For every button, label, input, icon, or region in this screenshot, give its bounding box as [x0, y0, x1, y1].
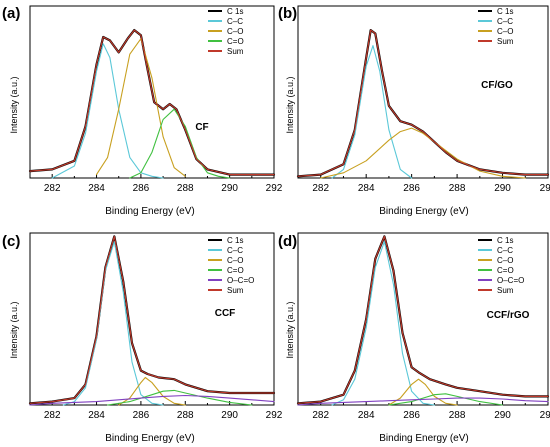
series-c-c-line: [51, 43, 164, 179]
x-tick-label: 284: [358, 183, 375, 194]
panel-d: (d) CCF/rGO Intensity (a.u.) Binding Ene…: [278, 232, 550, 444]
x-tick-label: 282: [44, 183, 61, 194]
legend-entry-label: C=O: [497, 266, 514, 275]
x-tick-label: 288: [177, 410, 194, 421]
legend-entry-label: O–C=O: [497, 276, 524, 285]
legend-entry-label: C–C: [227, 246, 243, 255]
x-tick-label: 290: [221, 183, 238, 194]
legend-entry-label: C–C: [497, 17, 513, 26]
plot-frame: [297, 5, 549, 179]
x-axis-label: Binding Energy (eV): [379, 206, 469, 217]
series-c-o-line: [388, 393, 504, 406]
series-c-c-line: [62, 241, 164, 406]
legend-entry-label: C–O: [497, 27, 513, 36]
sample-label: CF: [195, 122, 208, 133]
series-lines: [28, 29, 276, 179]
x-tick-label: 288: [449, 183, 466, 194]
sample-label: CCF/rGO: [487, 310, 530, 321]
x-tick-label: 292: [540, 410, 550, 421]
x-tick-label: 292: [266, 183, 283, 194]
series-c-o-line: [95, 38, 186, 177]
x-tick-label: 292: [540, 183, 550, 194]
x-tick-label: 286: [133, 183, 150, 194]
series-lines: [28, 235, 276, 406]
legend-entry-label: C–O: [227, 27, 243, 36]
x-tick-label: 290: [494, 410, 511, 421]
panel-label: (d): [278, 233, 297, 250]
x-tick-label: 290: [494, 183, 511, 194]
panel-label: (b): [278, 5, 297, 22]
x-tick-label: 284: [88, 410, 105, 421]
legend-entry-label: C–C: [497, 246, 513, 255]
y-axis-label: Intensity (a.u.): [285, 76, 295, 133]
x-axis-label: Binding Energy (eV): [379, 433, 469, 444]
legend-entry-label: C 1s: [227, 236, 243, 245]
sample-label: CCF: [215, 308, 236, 319]
legend-entry-label: C=O: [227, 266, 244, 275]
series-c-c-line: [331, 241, 435, 406]
legend-entry-label: C–C: [227, 17, 243, 26]
panel-label: (a): [2, 5, 20, 22]
panel-a: (a) CF Intensity (a.u.) Binding Energy (…: [2, 5, 283, 217]
x-tick-label: 288: [177, 183, 194, 194]
axes: 282 284 286 288 290 292: [297, 5, 550, 194]
legend-entry-label: C–O: [497, 256, 513, 265]
legend-entry-label: Sum: [497, 286, 514, 295]
x-tick-label: 284: [358, 410, 375, 421]
series-c-c-line: [331, 45, 413, 179]
legend-entry-label: O–C=O: [227, 276, 254, 285]
panel-c: (c) CCF Intensity (a.u.) Binding Energy …: [2, 232, 283, 444]
series-c-o-line: [388, 378, 458, 406]
series-c-1s-line: [296, 29, 550, 178]
x-tick-label: 292: [266, 410, 283, 421]
plot-frame: [29, 5, 275, 179]
series-c-o-line: [107, 389, 253, 406]
legend-entry-label: C 1s: [497, 7, 513, 16]
legend-entry-label: Sum: [227, 286, 244, 295]
legend-entry-label: C=O: [227, 37, 244, 46]
series-lines: [296, 29, 550, 179]
legend-entry-label: Sum: [227, 47, 244, 56]
series-lines: [296, 235, 550, 406]
series-c-o-line: [118, 376, 186, 406]
series-sum-line: [297, 29, 549, 177]
legend-entry-label: C 1s: [497, 236, 513, 245]
legend-entry-label: C–O: [227, 256, 243, 265]
x-tick-label: 286: [403, 410, 420, 421]
x-tick-label: 288: [449, 410, 466, 421]
series-sum-line: [29, 235, 275, 404]
legend-entry-label: C 1s: [227, 7, 243, 16]
y-axis-label: Intensity (a.u.): [9, 301, 19, 358]
panel-b: (b) CF/GO Intensity (a.u.) Binding Energ…: [278, 5, 550, 217]
x-tick-label: 286: [133, 410, 150, 421]
x-axis-label: Binding Energy (eV): [105, 206, 195, 217]
plot-frame: [29, 232, 275, 406]
series-o-c-o-line: [29, 394, 275, 406]
y-axis-label: Intensity (a.u.): [9, 76, 19, 133]
x-tick-label: 284: [88, 183, 105, 194]
axes: 282 284 286 288 290 292: [29, 232, 283, 421]
x-tick-label: 282: [312, 410, 329, 421]
x-tick-label: 282: [44, 410, 61, 421]
sample-label: CF/GO: [481, 80, 513, 91]
series-sum-line: [29, 29, 275, 176]
x-tick-label: 282: [312, 183, 329, 194]
axes: 282 284 286 288 290 292: [297, 232, 550, 421]
series-o-c-o-line: [297, 397, 549, 406]
x-tick-label: 286: [403, 183, 420, 194]
x-axis-label: Binding Energy (eV): [105, 433, 195, 444]
y-axis-label: Intensity (a.u.): [285, 301, 295, 358]
legend-entry-label: Sum: [497, 37, 514, 46]
x-tick-label: 290: [221, 410, 238, 421]
series-c-o-line: [320, 127, 526, 179]
plot-frame: [297, 232, 549, 406]
panel-label: (c): [2, 233, 20, 250]
series-sum-line: [297, 235, 549, 404]
